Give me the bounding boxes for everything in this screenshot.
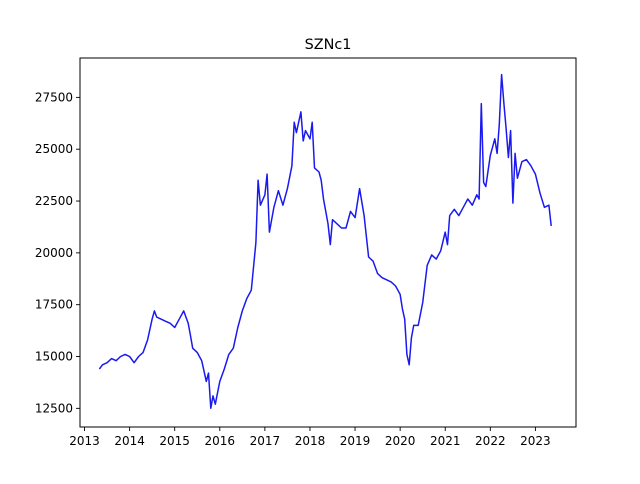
- y-tick-label: 12500: [35, 401, 73, 415]
- x-tick-label: 2021: [430, 434, 461, 448]
- x-axis: 2013 2014 2015 2016 2017 2018 2019 2020 2021 2022…: [69, 427, 551, 448]
- y-tick-label: 25000: [35, 142, 73, 156]
- x-tick-label: 2016: [205, 434, 236, 448]
- x-tick-label: 2023: [520, 434, 551, 448]
- x-tick-label: 2017: [250, 434, 281, 448]
- y-tick-label: 15000: [35, 350, 73, 364]
- y-tick-label: 22500: [35, 194, 73, 208]
- chart-title: SZNc1: [305, 37, 352, 53]
- x-tick-label: 2018: [295, 434, 326, 448]
- y-tick-label: 20000: [35, 246, 73, 260]
- x-tick-label: 2015: [159, 434, 190, 448]
- y-axis: 12500 15000 17500 20000 22500 25000 27500: [35, 90, 80, 415]
- x-tick-label: 2014: [114, 434, 145, 448]
- y-tick-label: 27500: [35, 90, 73, 104]
- x-tick-label: 2022: [475, 434, 506, 448]
- x-tick-label: 2013: [69, 434, 100, 448]
- y-tick-label: 17500: [35, 298, 73, 312]
- x-tick-label: 2020: [385, 434, 416, 448]
- plot-area-frame: [79, 57, 577, 428]
- series-layer: [98, 73, 552, 410]
- series-line-0: [98, 73, 552, 410]
- x-tick-label: 2019: [340, 434, 371, 448]
